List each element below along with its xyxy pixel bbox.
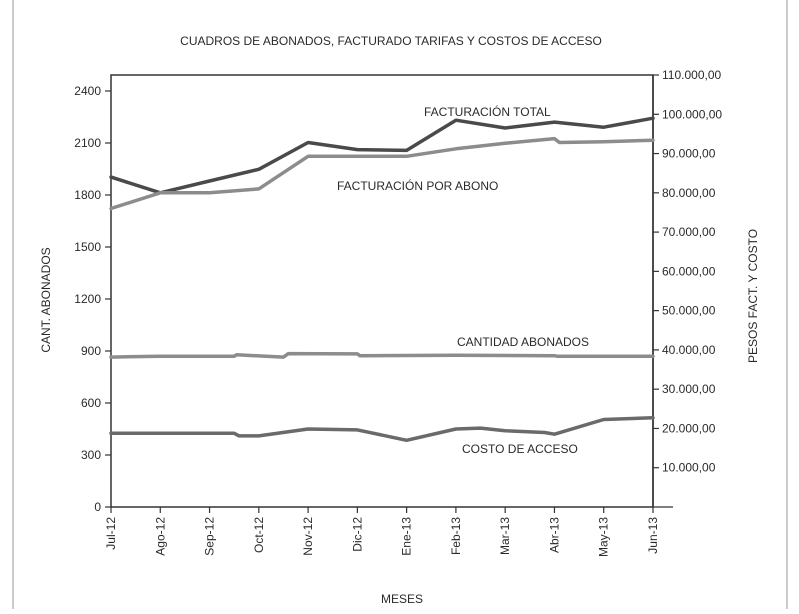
x-tick-label: Mar-13 [498, 517, 512, 555]
x-tick-label: Nov-12 [301, 517, 315, 556]
annotation-facturacion-por-abono: FACTURACIÓN POR ABONO [337, 178, 498, 193]
series-line-2 [109, 351, 655, 359]
right-tick-label: 90.000,00 [662, 147, 716, 161]
x-tick-label: Sep-12 [203, 517, 217, 556]
x-axis-title: MESES [381, 592, 423, 606]
left-axis: 0 300 600 900 1200 1500 1800 2100 2400 [74, 84, 111, 514]
y-axis-title-right: PESOS FACT. Y COSTO [746, 229, 760, 363]
chart-title: CUADROS DE ABONADOS, FACTURADO TARIFAS Y… [180, 34, 602, 48]
right-tick-label: 10.000,00 [662, 461, 716, 475]
series-line-3 [109, 415, 655, 443]
x-tick-label: May-13 [597, 517, 611, 557]
right-tick-label: 50.000,00 [662, 304, 716, 318]
left-tick-label: 1800 [74, 188, 101, 202]
right-tick-label: 30.000,00 [662, 382, 716, 396]
x-tick-label: Oct-12 [252, 517, 266, 553]
right-tick-label: 40.000,00 [662, 343, 716, 357]
series-line-1 [109, 136, 655, 211]
annotation-costo-de-acceso: COSTO DE ACCESO [462, 442, 578, 456]
annotation-facturacion-total: FACTURACIÓN TOTAL [424, 104, 551, 119]
left-tick-label: 300 [81, 448, 101, 462]
x-tick-label: Feb-13 [449, 517, 463, 555]
annotation-cantidad-abonados: CANTIDAD ABONADOS [457, 335, 589, 349]
series-line-0 [109, 116, 655, 195]
right-tick-label: 100.000,00 [662, 107, 722, 121]
x-tick-label: Ago-12 [153, 517, 167, 556]
right-axis: 10.000,00 20.000,00 30.000,00 40.000,00 50.0… [653, 68, 722, 508]
left-tick-label: 600 [81, 396, 101, 410]
right-tick-label: 80.000,00 [662, 186, 716, 200]
x-tick-label: Abr-13 [547, 517, 561, 553]
x-axis: Jul-12 Ago-12 Sep-12 Oct-12 Nov-12 Dic-12 Ene-… [104, 507, 660, 557]
left-tick-label: 2100 [74, 136, 101, 150]
left-tick-label: 900 [81, 344, 101, 358]
x-tick-label: Dic-12 [350, 517, 364, 552]
left-tick-label: 1200 [74, 292, 101, 306]
left-tick-label: 2400 [74, 84, 101, 98]
right-tick-label: 110.000,00 [662, 68, 721, 82]
x-tick-label: Jul-12 [104, 517, 118, 550]
series-layer [109, 116, 655, 443]
x-tick-label: Ene-13 [400, 517, 414, 556]
plot-area [110, 74, 654, 508]
right-tick-label: 60.000,00 [662, 264, 716, 278]
right-tick-label: 70.000,00 [662, 225, 716, 239]
y-axis-title-left: CANT. ABONADOS [39, 247, 53, 352]
x-tick-label: Jun-13 [646, 517, 660, 554]
left-tick-label: 1500 [74, 240, 101, 254]
right-tick-label: 20.000,00 [662, 421, 716, 435]
left-tick-label: 0 [94, 500, 101, 514]
